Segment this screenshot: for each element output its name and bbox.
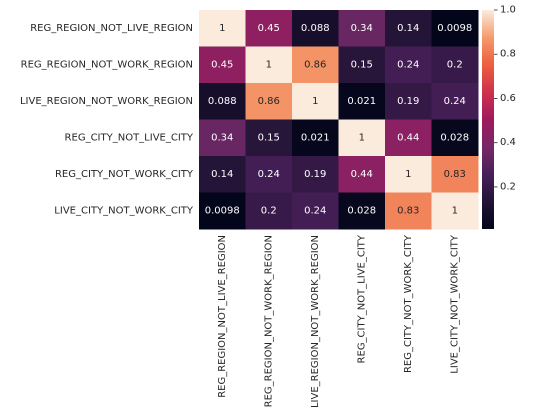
cell-annotation: 1 [266, 59, 272, 70]
heatmap-cell [338, 119, 386, 157]
heatmap-cell [338, 10, 386, 47]
cell-annotation: 0.24 [304, 205, 326, 216]
cell-annotation: 0.028 [347, 205, 376, 216]
cell-annotation: 0.44 [397, 132, 419, 143]
heatmap-cell [245, 83, 293, 120]
y-tick-label: LIVE_REGION_NOT_WORK_REGION [20, 96, 193, 107]
cell-annotation: 0.24 [397, 59, 419, 70]
heatmap-cell [199, 192, 246, 230]
cell-annotation: 1 [359, 132, 365, 143]
heatmap-cell [431, 83, 479, 120]
heatmap-cell [338, 156, 386, 193]
cell-annotation: 0.2 [447, 59, 463, 70]
colorbar-tick-label: 0.2 [500, 181, 516, 192]
cell-annotation: 0.34 [211, 132, 233, 143]
heatmap-cell [338, 83, 386, 120]
cell-annotation: 0.088 [301, 23, 330, 34]
cell-annotation: 0.14 [397, 23, 419, 34]
cell-annotation: 0.34 [351, 23, 373, 34]
heatmap-cell [338, 192, 386, 230]
x-tick-label: REG_CITY_NOT_WORK_CITY [403, 234, 414, 373]
cell-annotation: 0.24 [258, 169, 280, 180]
colorbar-tick-label: 0.6 [500, 93, 516, 104]
cell-annotation: 0.44 [351, 169, 373, 180]
heatmap-cell [431, 10, 479, 47]
colorbar-gradient [482, 10, 494, 229]
heatmap-cell [385, 10, 432, 47]
colorbar-tick-labels: 0.2 0.4 0.6 0.8 1.0 [494, 5, 516, 192]
heatmap-cell [431, 156, 479, 193]
cell-annotation: 0.15 [258, 132, 280, 143]
cell-annotation: 0.24 [444, 96, 466, 107]
cell-annotation: 0.021 [301, 132, 330, 143]
heatmap-cell [431, 46, 479, 84]
cell-annotation: 0.14 [211, 169, 233, 180]
heatmap-cell [199, 119, 246, 157]
heatmap-cell [199, 46, 246, 84]
x-tick-label: LIVE_CITY_NOT_WORK_CITY [449, 234, 460, 374]
heatmap-cell [292, 119, 339, 157]
heatmap-cell [338, 46, 386, 84]
cell-annotation: 1 [219, 23, 225, 34]
heatmap-cell [292, 46, 339, 84]
heatmap-cell [245, 156, 293, 193]
cell-annotation: 1 [452, 205, 458, 216]
colorbar [482, 10, 494, 229]
y-axis-tick-labels: REG_REGION_NOT_LIVE_REGION REG_REGION_NOT… [20, 23, 194, 217]
heatmap-cell [292, 156, 339, 193]
cell-annotation: 0.15 [351, 59, 373, 70]
heatmap-cell [431, 192, 479, 230]
heatmap-cell [385, 192, 432, 230]
heatmap-cell [431, 119, 479, 157]
heatmap-cell [385, 46, 432, 84]
heatmap-cell [385, 83, 432, 120]
cell-annotation: 0.19 [397, 96, 419, 107]
heatmap-cell [199, 10, 246, 47]
heatmap-cell [245, 192, 293, 230]
cell-annotation: 0.19 [304, 169, 326, 180]
heatmap-cell [292, 83, 339, 120]
cell-annotation: 0.0098 [205, 205, 240, 216]
y-tick-label: REG_CITY_NOT_LIVE_CITY [65, 132, 194, 143]
x-axis-tick-labels: REG_REGION_NOT_LIVE_REGION REG_REGION_NOT… [217, 234, 461, 408]
heatmap-cell [245, 10, 293, 47]
cell-annotation: 0.86 [304, 59, 326, 70]
heatmap-cell [385, 156, 432, 193]
y-tick-label: LIVE_CITY_NOT_WORK_CITY [54, 205, 194, 216]
cell-annotation: 1 [312, 96, 318, 107]
colorbar-tick-label: 0.8 [500, 49, 516, 60]
heatmap-cell [199, 156, 246, 193]
cell-annotation: 0.45 [258, 23, 280, 34]
colorbar-tick-label: 0.4 [500, 137, 516, 148]
x-tick-label: REG_REGION_NOT_WORK_REGION [263, 235, 274, 407]
heatmap-cell [292, 10, 339, 47]
cell-annotations: 1 0.45 0.088 0.34 0.14 0.0098 0.45 1 0.86 0.15 0.2… [205, 23, 473, 217]
heatmap-cell [385, 119, 432, 157]
y-tick-label: REG_CITY_NOT_WORK_CITY [55, 169, 194, 180]
y-tick-label: REG_REGION_NOT_WORK_REGION [21, 59, 193, 70]
cell-annotation: 0.088 [208, 96, 237, 107]
cell-annotation: 1 [405, 169, 411, 180]
cell-annotation: 0.83 [397, 205, 419, 216]
cell-annotation: 0.0098 [437, 23, 472, 34]
cell-annotation: 0.83 [444, 169, 466, 180]
x-tick-label: REG_REGION_NOT_LIVE_REGION [217, 235, 228, 398]
colorbar-tick-label: 1.0 [500, 5, 516, 16]
x-tick-label: REG_CITY_NOT_LIVE_CITY [356, 234, 367, 363]
cell-annotation: 0.2 [261, 205, 277, 216]
cell-annotation: 0.86 [258, 96, 280, 107]
heatmap-cell [292, 192, 339, 230]
x-tick-label: LIVE_REGION_NOT_WORK_REGION [310, 235, 321, 408]
y-tick-label: REG_REGION_NOT_LIVE_REGION [30, 23, 193, 34]
heatmap-cells [199, 10, 479, 230]
heatmap-cell [245, 46, 293, 84]
heatmap-cell [245, 119, 293, 157]
cell-annotation: 0.021 [347, 96, 376, 107]
cell-annotation: 0.45 [211, 59, 233, 70]
cell-annotation: 0.028 [440, 132, 469, 143]
heatmap-cell [199, 83, 246, 120]
